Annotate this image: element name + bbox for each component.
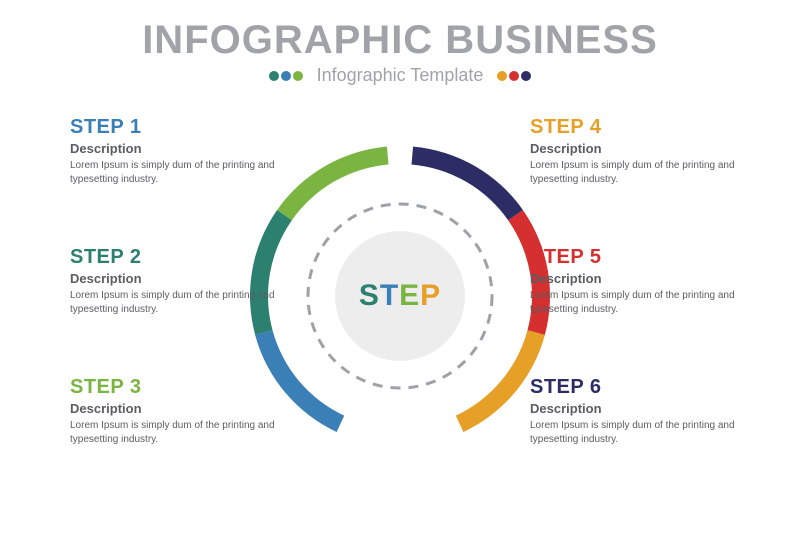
step-block-4: STEP 4 Description Lorem Ipsum is simply d… bbox=[530, 116, 760, 186]
step-block-6: STEP 6 Description Lorem Ipsum is simply d… bbox=[530, 376, 760, 446]
step-body: Lorem Ipsum is simply dum of the printin… bbox=[70, 419, 300, 446]
dots-left bbox=[269, 71, 303, 81]
step-body: Lorem Ipsum is simply dum of the printin… bbox=[530, 289, 760, 316]
accent-dot bbox=[509, 71, 519, 81]
step-body: Lorem Ipsum is simply dum of the printin… bbox=[530, 419, 760, 446]
step-desc-label: Description bbox=[530, 141, 760, 156]
accent-dot bbox=[497, 71, 507, 81]
step-title: STEP 2 bbox=[70, 246, 300, 269]
step-title: STEP 5 bbox=[530, 246, 760, 269]
accent-dot bbox=[293, 71, 303, 81]
center-text-letter: T bbox=[380, 279, 399, 313]
step-body: Lorem Ipsum is simply dum of the printin… bbox=[70, 159, 300, 186]
center-circle: STEP bbox=[335, 231, 465, 361]
step-block-5: STEP 5 Description Lorem Ipsum is simply d… bbox=[530, 246, 760, 316]
center-text-letter: S bbox=[359, 279, 380, 313]
step-desc-label: Description bbox=[530, 401, 760, 416]
page-subtitle: Infographic Template bbox=[317, 65, 484, 86]
step-desc-label: Description bbox=[70, 141, 300, 156]
step-title: STEP 3 bbox=[70, 376, 300, 399]
accent-dot bbox=[281, 71, 291, 81]
main-area: STEP STEP 1 Description Lorem Ipsum is sim… bbox=[0, 86, 800, 506]
header: INFOGRAPHIC BUSINESS Infographic Templat… bbox=[0, 0, 800, 86]
step-desc-label: Description bbox=[70, 271, 300, 286]
step-title: STEP 6 bbox=[530, 376, 760, 399]
ring-segment-6 bbox=[412, 147, 523, 221]
accent-dot bbox=[269, 71, 279, 81]
step-desc-label: Description bbox=[70, 401, 300, 416]
dots-right bbox=[497, 71, 531, 81]
accent-dot bbox=[521, 71, 531, 81]
step-block-3: STEP 3 Description Lorem Ipsum is simply d… bbox=[70, 376, 300, 446]
page-title: INFOGRAPHIC BUSINESS bbox=[0, 18, 800, 63]
subtitle-row: Infographic Template bbox=[0, 65, 800, 86]
center-text-letter: P bbox=[420, 279, 441, 313]
step-body: Lorem Ipsum is simply dum of the printin… bbox=[530, 159, 760, 186]
step-block-1: STEP 1 Description Lorem Ipsum is simply d… bbox=[70, 116, 300, 186]
center-text-letter: E bbox=[399, 279, 420, 313]
step-block-2: STEP 2 Description Lorem Ipsum is simply d… bbox=[70, 246, 300, 316]
step-title: STEP 4 bbox=[530, 116, 760, 139]
center-text: STEP bbox=[359, 279, 441, 313]
step-body: Lorem Ipsum is simply dum of the printin… bbox=[70, 289, 300, 316]
step-desc-label: Description bbox=[530, 271, 760, 286]
step-title: STEP 1 bbox=[70, 116, 300, 139]
